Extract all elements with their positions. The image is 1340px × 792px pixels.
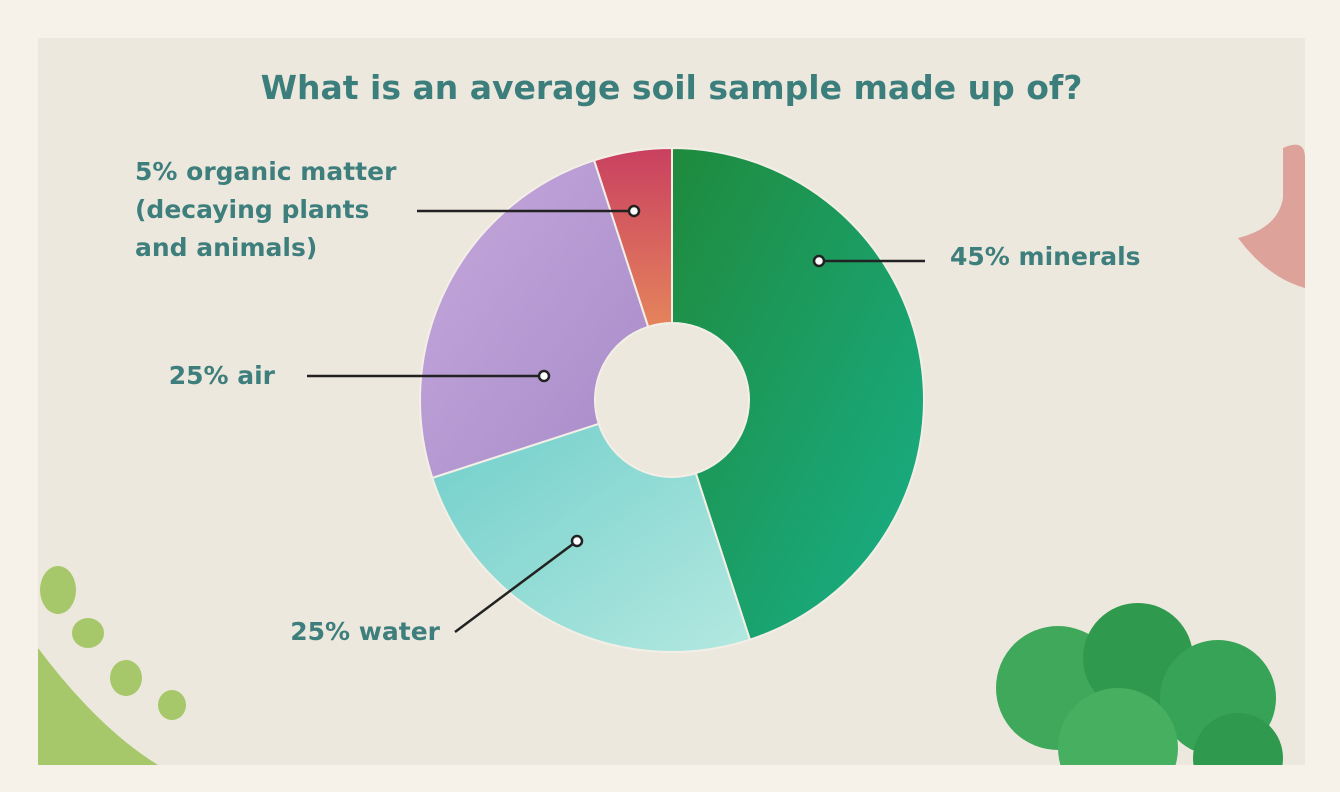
slice [671,146,925,641]
slice-label: 5% organic matter (decaying plants and a… [135,157,397,262]
chart-canvas [38,144,1305,765]
leader-dot [627,204,641,218]
leader-line [454,539,578,634]
leader-dot [570,534,584,548]
chart-title: What is an average soil sample made up o… [260,68,1083,107]
slice [592,146,673,329]
slice-label: 45% minerals [950,242,1141,271]
leader-dot [537,369,551,383]
slice [431,422,752,653]
slice-label: 25% water [290,617,440,646]
decoration [38,144,1305,765]
chart: What is an average soil sample made up o… [38,38,1305,765]
slice-label: 25% air [168,361,275,390]
leader-dot [812,254,826,268]
